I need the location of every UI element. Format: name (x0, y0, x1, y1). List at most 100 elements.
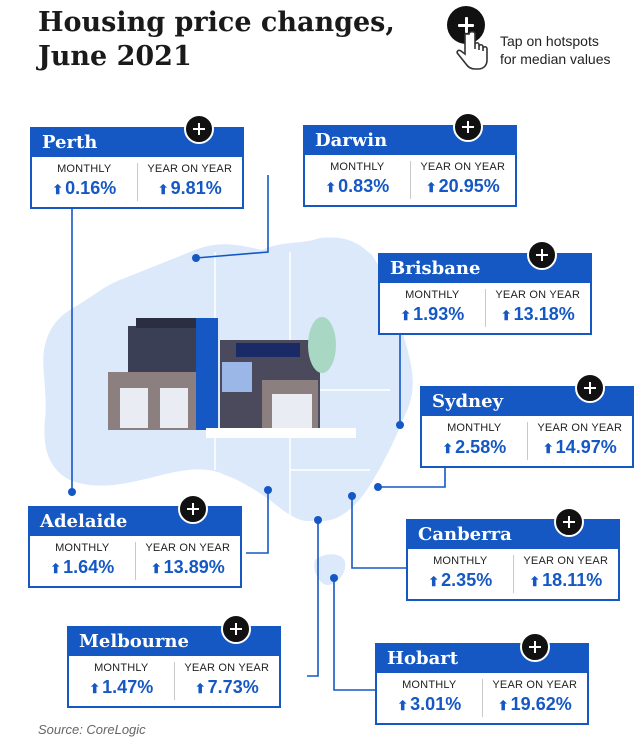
monthly-value: ⬆ 1.93% (380, 304, 485, 325)
city-card-canberra[interactable]: Canberra MONTHLY ⬆ 2.35% YEAR ON YEAR ⬆ 18… (406, 519, 620, 601)
monthly-value: ⬆ 1.47% (69, 677, 174, 698)
monthly-value: ⬆ 0.16% (32, 178, 137, 199)
yoy-column: YEAR ON YEAR ⬆ 18.11% (512, 555, 619, 593)
monthly-label: MONTHLY (57, 163, 112, 175)
monthly-column: MONTHLY ⬆ 1.47% (69, 656, 174, 706)
monthly-column: MONTHLY ⬆ 1.93% (380, 283, 485, 333)
up-arrow-icon: ⬆ (425, 180, 437, 195)
monthly-value: ⬆ 3.01% (377, 694, 482, 715)
up-arrow-icon: ⬆ (400, 308, 412, 323)
yoy-value: ⬆ 18.11% (514, 570, 619, 591)
yoy-value-text: 18.11% (542, 570, 603, 590)
yoy-value-text: 7.73% (207, 677, 259, 697)
monthly-value: ⬆ 1.64% (30, 557, 135, 578)
up-arrow-icon: ⬆ (157, 182, 169, 197)
yoy-label: YEAR ON YEAR (492, 679, 578, 691)
monthly-column: MONTHLY ⬆ 1.64% (30, 536, 135, 586)
city-name: Canberra (408, 521, 618, 549)
city-card-darwin[interactable]: Darwin MONTHLY ⬆ 0.83% YEAR ON YEAR ⬆ 20.9… (303, 125, 517, 207)
city-name: Brisbane (380, 255, 590, 283)
up-arrow-icon: ⬆ (52, 182, 64, 197)
yoy-value: ⬆ 14.97% (528, 437, 633, 458)
yoy-label: YEAR ON YEAR (495, 289, 581, 301)
yoy-value: ⬆ 20.95% (411, 176, 516, 197)
monthly-column: MONTHLY ⬆ 2.58% (422, 416, 527, 466)
yoy-value: ⬆ 19.62% (483, 694, 588, 715)
city-card-sydney[interactable]: Sydney MONTHLY ⬆ 2.58% YEAR ON YEAR ⬆ 14.9… (420, 386, 634, 468)
up-arrow-icon: ⬆ (150, 561, 162, 576)
monthly-label: MONTHLY (94, 662, 149, 674)
city-name: Adelaide (30, 508, 240, 536)
hotspot-plus-icon-perth[interactable] (184, 114, 214, 144)
yoy-column: YEAR ON YEAR ⬆ 9.81% (136, 163, 243, 201)
monthly-value-text: 0.83% (338, 176, 390, 196)
hint-line-1: Tap on hotspots (500, 33, 599, 49)
yoy-column: YEAR ON YEAR ⬆ 13.18% (484, 289, 591, 327)
monthly-value-text: 1.64% (63, 557, 115, 577)
tasmania-shape (314, 554, 346, 586)
yoy-label: YEAR ON YEAR (147, 163, 233, 175)
yoy-label: YEAR ON YEAR (537, 422, 623, 434)
monthly-value-text: 0.16% (65, 178, 117, 198)
hotspot-plus-icon-hobart[interactable] (520, 632, 550, 662)
monthly-value-text: 1.47% (102, 677, 154, 697)
monthly-value-text: 2.58% (455, 437, 507, 457)
yoy-label: YEAR ON YEAR (145, 542, 231, 554)
title-line-1: Housing price changes, (38, 7, 395, 38)
yoy-value: ⬆ 13.89% (136, 557, 241, 578)
hotspot-plus-icon-sydney[interactable] (575, 373, 605, 403)
hint-line-2: for median values (500, 51, 611, 67)
city-card-brisbane[interactable]: Brisbane MONTHLY ⬆ 1.93% YEAR ON YEAR ⬆ 13… (378, 253, 592, 335)
up-arrow-icon: ⬆ (325, 180, 337, 195)
connector-lines (71, 175, 446, 691)
up-arrow-icon: ⬆ (89, 681, 101, 696)
yoy-label: YEAR ON YEAR (184, 662, 270, 674)
city-name: Hobart (377, 645, 587, 673)
up-arrow-icon: ⬆ (397, 698, 409, 713)
hotspot-plus-icon-adelaide[interactable] (178, 494, 208, 524)
yoy-column: YEAR ON YEAR ⬆ 19.62% (481, 679, 588, 717)
up-arrow-icon: ⬆ (542, 441, 554, 456)
monthly-column: MONTHLY ⬆ 2.35% (408, 549, 513, 599)
yoy-value-text: 13.89% (163, 557, 225, 577)
yoy-column: YEAR ON YEAR ⬆ 14.97% (526, 422, 633, 460)
city-card-perth[interactable]: Perth MONTHLY ⬆ 0.16% YEAR ON YEAR ⬆ 9.81% (30, 127, 244, 209)
yoy-value-text: 14.97% (555, 437, 617, 457)
up-arrow-icon: ⬆ (500, 308, 512, 323)
yoy-label: YEAR ON YEAR (420, 161, 506, 173)
yoy-value-text: 13.18% (513, 304, 575, 324)
source-note: Source: CoreLogic (38, 722, 146, 737)
yoy-value-text: 20.95% (438, 176, 500, 196)
yoy-column: YEAR ON YEAR ⬆ 20.95% (409, 161, 516, 199)
monthly-label: MONTHLY (405, 289, 460, 301)
hand-pointer-icon (456, 30, 488, 70)
city-dots (68, 254, 404, 582)
hotspot-plus-icon-darwin[interactable] (453, 112, 483, 142)
hotspot-plus-icon-brisbane[interactable] (527, 240, 557, 270)
monthly-value-text: 1.93% (413, 304, 465, 324)
monthly-column: MONTHLY ⬆ 0.16% (32, 157, 137, 207)
yoy-value: ⬆ 7.73% (175, 677, 280, 698)
yoy-column: YEAR ON YEAR ⬆ 7.73% (173, 662, 280, 700)
hotspot-plus-icon-canberra[interactable] (554, 507, 584, 537)
city-name: Darwin (305, 127, 515, 155)
monthly-value-text: 2.35% (441, 570, 493, 590)
up-arrow-icon: ⬆ (194, 681, 206, 696)
up-arrow-icon: ⬆ (428, 574, 440, 589)
city-card-hobart[interactable]: Hobart MONTHLY ⬆ 3.01% YEAR ON YEAR ⬆ 19.6… (375, 643, 589, 725)
city-card-melbourne[interactable]: Melbourne MONTHLY ⬆ 1.47% YEAR ON YEAR ⬆ 7… (67, 626, 281, 708)
city-card-adelaide[interactable]: Adelaide MONTHLY ⬆ 1.64% YEAR ON YEAR ⬆ 13… (28, 506, 242, 588)
up-arrow-icon: ⬆ (529, 574, 541, 589)
monthly-value-text: 3.01% (410, 694, 462, 714)
yoy-value-text: 9.81% (170, 178, 222, 198)
monthly-label: MONTHLY (402, 679, 457, 691)
title-line-2: June 2021 (38, 41, 192, 72)
yoy-value: ⬆ 9.81% (138, 178, 243, 199)
hotspot-plus-icon-melbourne[interactable] (221, 614, 251, 644)
monthly-value: ⬆ 2.35% (408, 570, 513, 591)
monthly-value: ⬆ 0.83% (305, 176, 410, 197)
monthly-column: MONTHLY ⬆ 0.83% (305, 155, 410, 205)
monthly-value: ⬆ 2.58% (422, 437, 527, 458)
yoy-column: YEAR ON YEAR ⬆ 13.89% (134, 542, 241, 580)
